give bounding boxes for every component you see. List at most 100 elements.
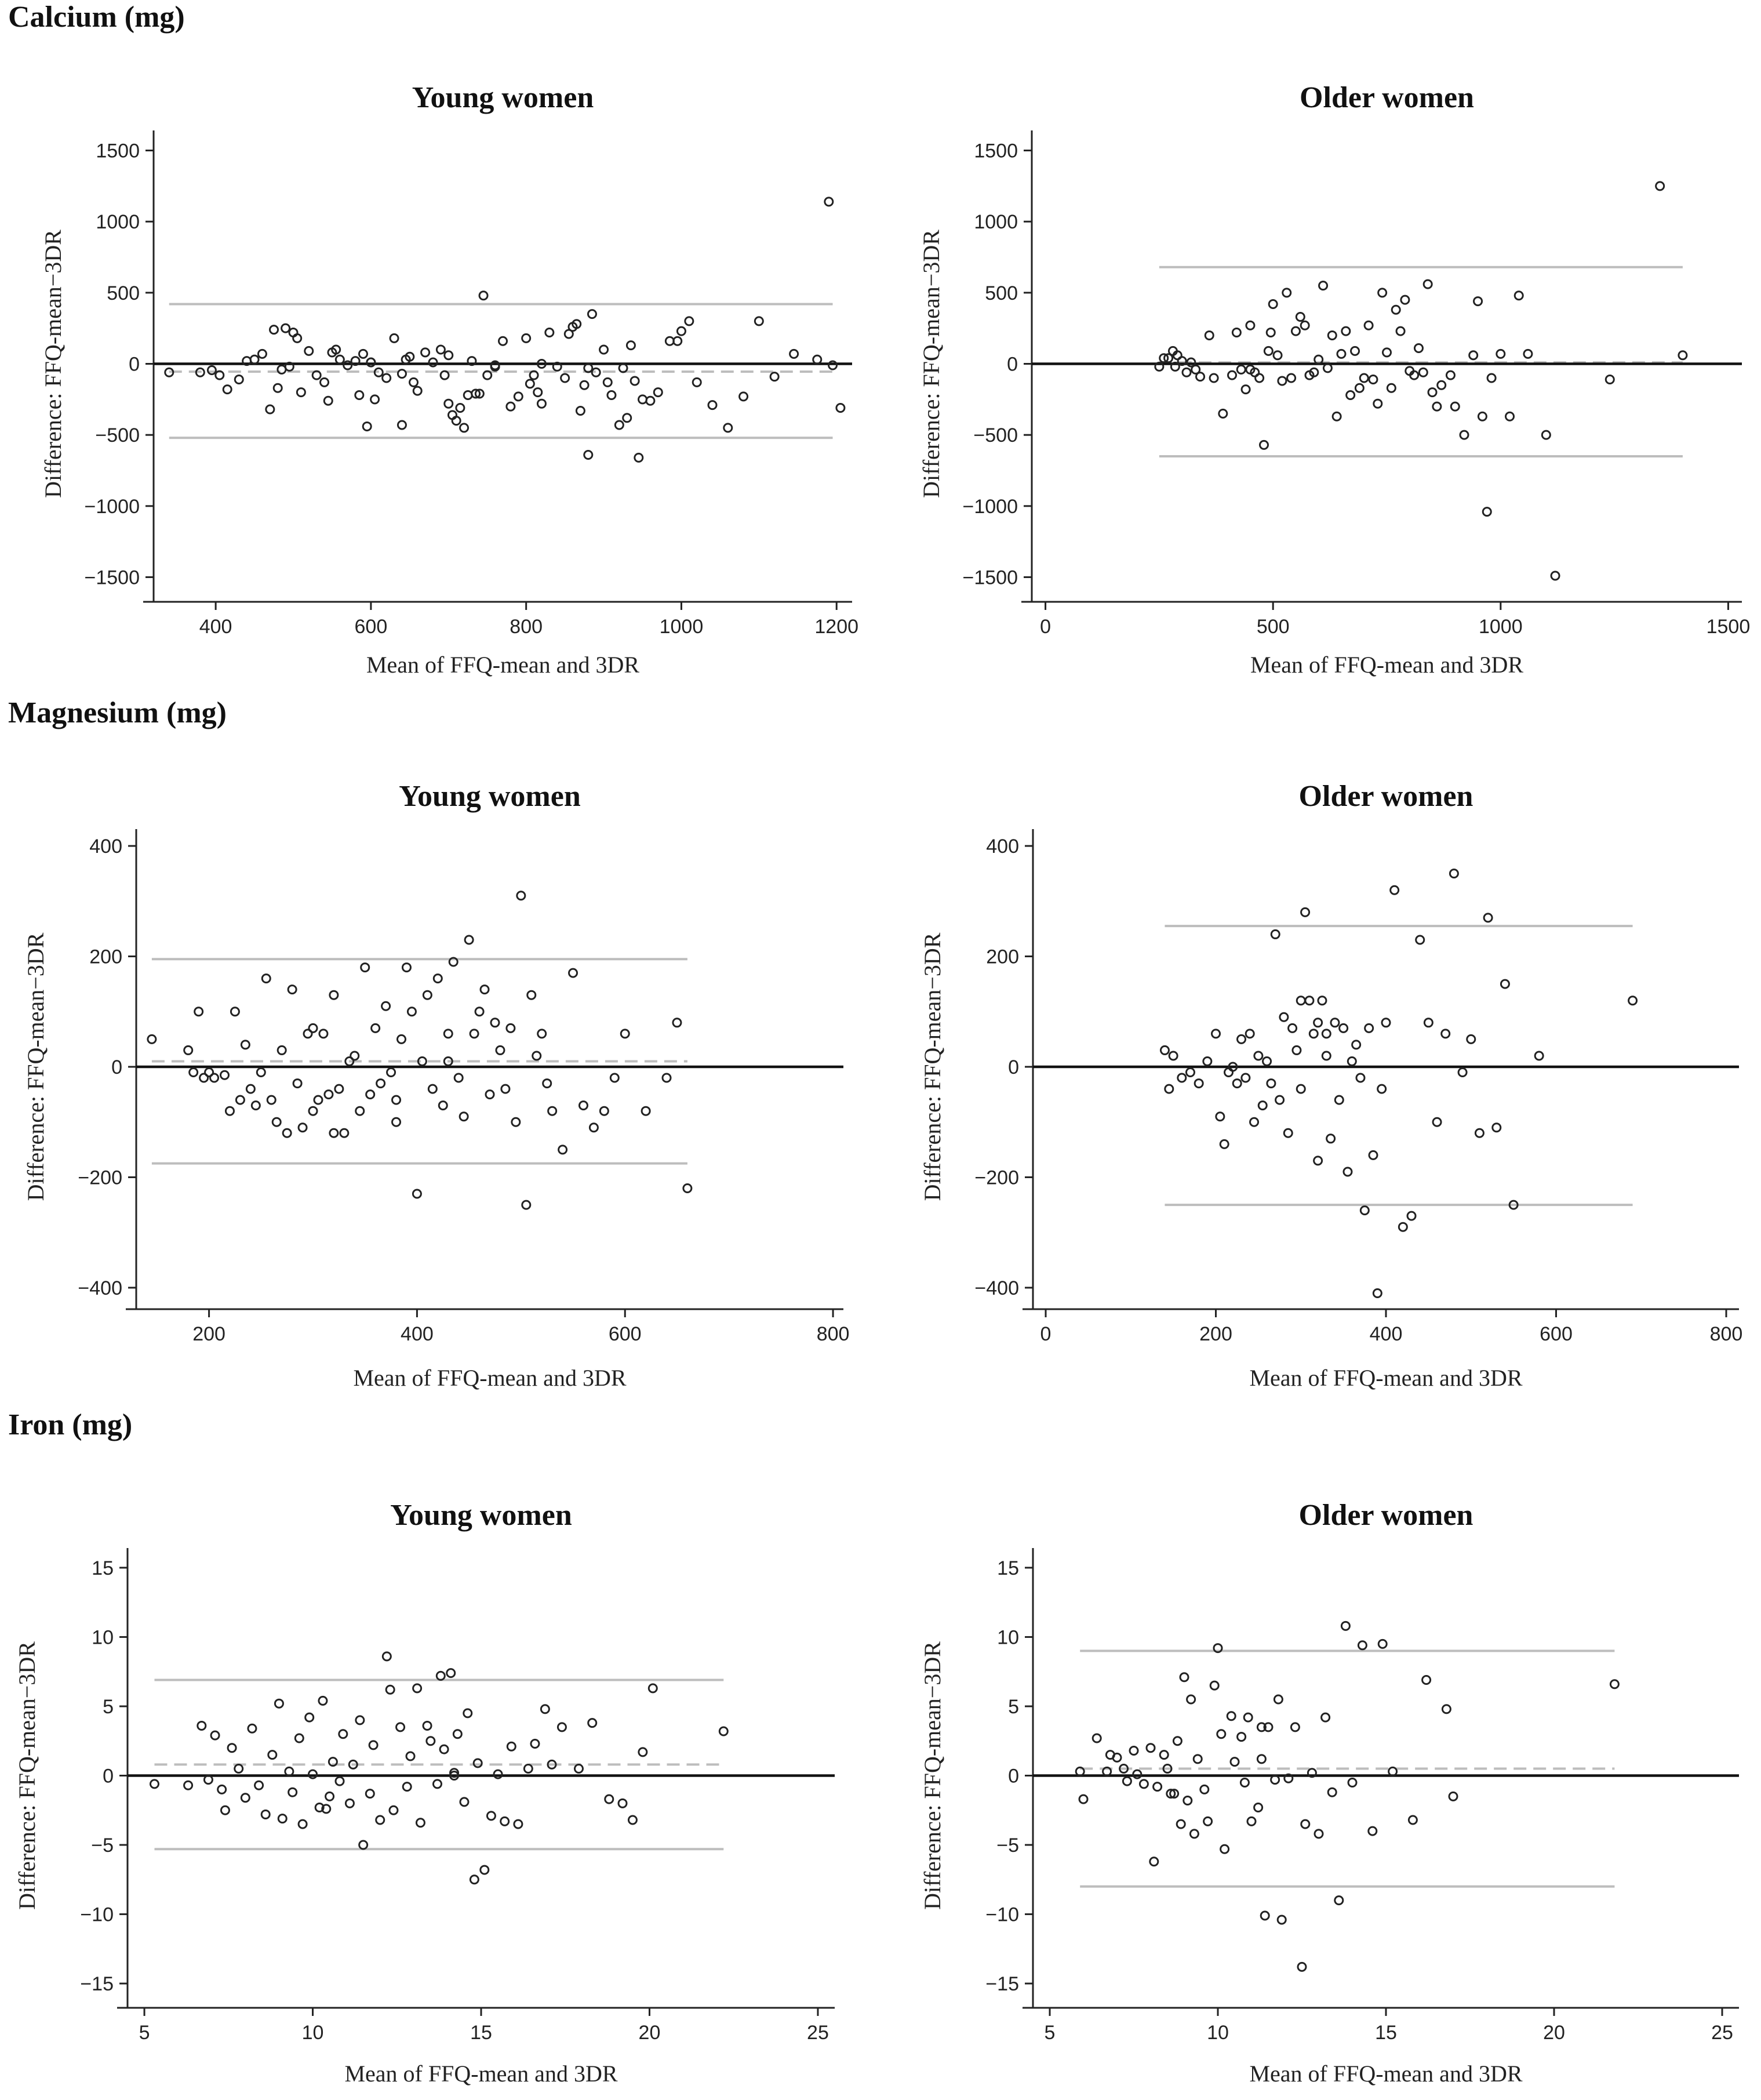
data-point — [1322, 363, 1333, 373]
y-tick-label: 500 — [985, 282, 1018, 304]
data-point — [287, 984, 297, 995]
data-point — [672, 1018, 682, 1028]
y-tick-label: −5 — [91, 1834, 114, 1856]
data-point — [490, 1018, 500, 1028]
data-point — [395, 1722, 406, 1732]
data-point — [529, 370, 539, 380]
data-point — [292, 333, 303, 343]
section-title-magnesium: Magnesium (mg) — [8, 696, 227, 729]
data-point — [486, 1811, 496, 1821]
y-axis-label: Difference: FFQ-mean−3DR — [919, 1641, 945, 1910]
x-tick-label: 1000 — [660, 616, 704, 638]
data-point — [1500, 979, 1510, 989]
data-point — [723, 423, 733, 433]
data-point — [1450, 401, 1460, 412]
chart-magnesium-older: Older women 400 200 0 −200 −400 0 200 400 600 800 M… — [881, 765, 1759, 1403]
data-point — [544, 328, 555, 338]
data-point — [505, 1023, 516, 1033]
chart-svg: Older women 15 10 5 0 −5 −10 −15 5 10 15 20 25 Mean o… — [919, 1499, 1739, 2087]
data-point — [1245, 364, 1256, 375]
data-point — [1678, 350, 1688, 361]
data-point — [647, 1683, 658, 1694]
y-tick-label: 0 — [1008, 1056, 1019, 1078]
data-point — [452, 1729, 463, 1739]
data-point — [261, 973, 271, 984]
data-point — [537, 1029, 547, 1039]
x-tick-label: 0 — [1040, 1323, 1051, 1345]
chart-iron-young: Young women 15 10 5 0 −5 −10 −15 5 10 15 20 25 Mean o… — [0, 1484, 875, 2099]
data-point — [296, 387, 306, 398]
y-tick-label: 1500 — [974, 140, 1018, 162]
x-axis-label: Mean of FFQ-mean and 3DR — [353, 1365, 626, 1391]
data-point — [1290, 326, 1301, 336]
data-point — [1318, 281, 1329, 291]
data-point — [288, 1787, 298, 1797]
data-point — [199, 1073, 209, 1083]
data-point — [1149, 1856, 1159, 1867]
data-point — [1138, 1779, 1149, 1789]
data-point — [1505, 411, 1515, 422]
data-point — [1270, 1775, 1280, 1785]
data-point — [370, 1023, 381, 1033]
x-tick-label: 20 — [1543, 2022, 1565, 2044]
data-point — [1216, 1729, 1227, 1739]
data-point — [234, 374, 244, 384]
data-point — [1336, 348, 1347, 359]
data-point — [438, 1100, 448, 1111]
data-point — [439, 370, 450, 380]
data-point — [789, 348, 799, 359]
chart-calcium-young: Young women 1500 1000 500 0 −500 −1000 −1500 400… — [0, 64, 875, 690]
data-point — [505, 401, 516, 412]
data-point — [1253, 1051, 1264, 1061]
data-point — [500, 1084, 511, 1094]
data-point — [583, 450, 594, 460]
data-point — [206, 365, 217, 376]
data-point — [1181, 367, 1192, 377]
data-point — [459, 1111, 469, 1122]
data-point — [284, 361, 294, 372]
data-point — [453, 1073, 464, 1083]
data-point — [1422, 279, 1433, 289]
data-point — [1215, 1111, 1225, 1122]
data-point — [511, 1117, 521, 1127]
x-tick-label: 1500 — [1707, 616, 1751, 638]
data-point — [250, 1100, 261, 1111]
data-point — [1226, 1711, 1236, 1721]
data-point — [276, 1045, 287, 1055]
data-point — [474, 388, 485, 399]
y-axis-label: Difference: FFQ-mean−3DR — [23, 932, 49, 1201]
data-point — [240, 1793, 250, 1803]
data-point — [415, 1818, 425, 1828]
data-point — [459, 423, 470, 433]
data-point — [463, 390, 473, 400]
y-tick-label: 1500 — [96, 140, 140, 162]
x-tick-label: 400 — [401, 1323, 434, 1345]
data-point — [308, 1023, 318, 1033]
x-tick-label: 10 — [302, 2022, 324, 2044]
data-point — [1300, 1819, 1311, 1829]
data-point — [217, 1784, 227, 1794]
data-point — [1321, 1029, 1331, 1039]
y-tick-label: 1000 — [96, 211, 140, 233]
data-point — [568, 968, 578, 978]
data-point — [1342, 1167, 1353, 1177]
x-tick-label: 400 — [1370, 1323, 1403, 1345]
data-point — [354, 390, 365, 400]
x-tick-label: 10 — [1207, 2022, 1229, 2044]
data-point — [271, 1117, 282, 1127]
data-point — [439, 1744, 449, 1754]
x-tick-label: 15 — [470, 2022, 492, 2044]
data-point — [195, 367, 205, 377]
data-point — [147, 1034, 157, 1044]
data-point — [188, 1067, 199, 1078]
data-point — [1354, 383, 1365, 393]
data-point — [420, 347, 431, 358]
data-point — [308, 1769, 318, 1779]
data-point — [1159, 1750, 1169, 1760]
x-tick-label: 1200 — [814, 616, 858, 638]
data-point — [274, 1698, 284, 1709]
data-point — [1290, 1722, 1300, 1732]
data-point — [1415, 935, 1425, 945]
x-tick-label: 800 — [510, 616, 543, 638]
data-point — [267, 1750, 278, 1760]
